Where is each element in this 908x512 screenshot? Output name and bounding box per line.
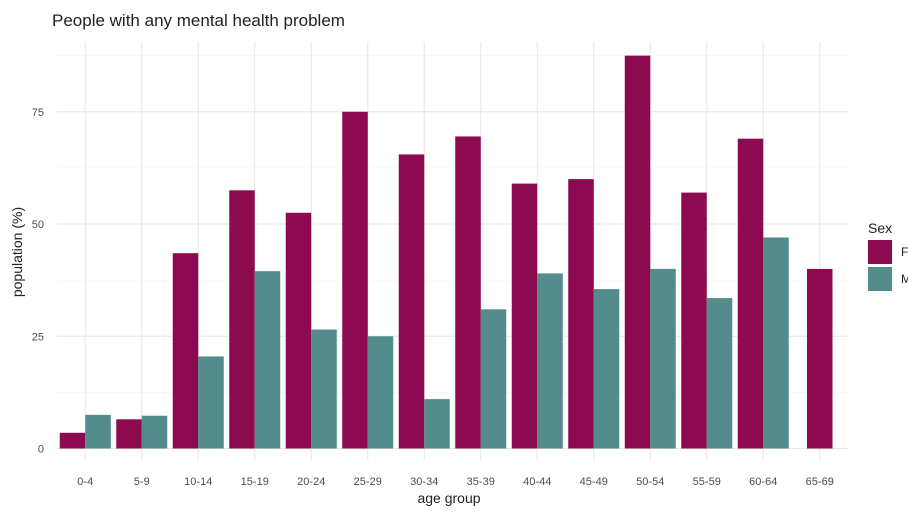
y-tick-label: 50 [32,219,44,231]
x-tick-label: 5-9 [134,476,150,488]
x-tick-label: 15-19 [241,476,269,488]
legend-key-f [868,240,892,264]
x-tick-label: 20-24 [297,476,325,488]
legend: Sex FM [868,220,908,291]
bars [59,55,833,449]
y-tick-label: 25 [32,331,44,343]
bar-f-65-69 [807,268,833,449]
y-tick-label: 0 [38,444,44,456]
legend-label-m: M [901,272,908,286]
bar-f-20-24 [285,212,312,449]
bar-m-35-39 [480,309,507,449]
legend-label-f: F [901,245,908,259]
chart-title: People with any mental health problem [52,11,345,30]
bar-m-10-14 [198,356,224,449]
bar-m-15-19 [254,271,281,449]
bar-m-45-49 [593,289,620,449]
bar-f-15-19 [229,190,255,449]
x-tick-label: 55-59 [693,476,721,488]
x-tick-label: 25-29 [354,476,382,488]
y-tick-label: 75 [32,107,44,119]
bar-f-25-29 [342,111,368,449]
bar-m-0-4 [85,414,111,449]
x-tick-label: 0-4 [77,476,93,488]
bar-f-45-49 [568,179,594,449]
bar-f-5-9 [116,419,142,449]
x-axis-title: age group [417,490,480,506]
legend-title: Sex [868,220,892,236]
axis-ticks: 0-4 5-9 10-14 15-19 20-24 25-29 30-34 35-39 40-4… [32,107,834,488]
x-tick-label: 30-34 [410,476,438,488]
bar-f-50-54 [624,55,651,449]
x-tick-label: 60-64 [749,476,777,488]
x-tick-label: 35-39 [467,476,495,488]
x-tick-label: 50-54 [636,476,664,488]
bar-f-35-39 [455,136,481,449]
legend-key-m [868,267,892,291]
bar-m-55-59 [706,298,733,449]
x-tick-label: 40-44 [523,476,551,488]
bar-f-30-34 [398,154,425,449]
x-tick-label: 45-49 [580,476,608,488]
bar-f-10-14 [172,253,199,449]
bar-m-60-64 [763,237,789,449]
bar-m-50-54 [650,268,676,449]
bar-f-40-44 [511,183,538,449]
x-tick-label: 10-14 [184,476,212,488]
bar-m-20-24 [311,329,337,449]
bar-m-5-9 [141,415,168,449]
bar-m-30-34 [424,399,450,449]
bar-f-0-4 [59,432,86,449]
y-axis-title: population (%) [9,207,25,297]
bar-m-40-44 [537,273,563,449]
bar-m-25-29 [367,336,394,449]
bar-f-55-59 [681,192,707,449]
bar-f-60-64 [737,138,764,449]
x-tick-label: 65-69 [806,476,834,488]
